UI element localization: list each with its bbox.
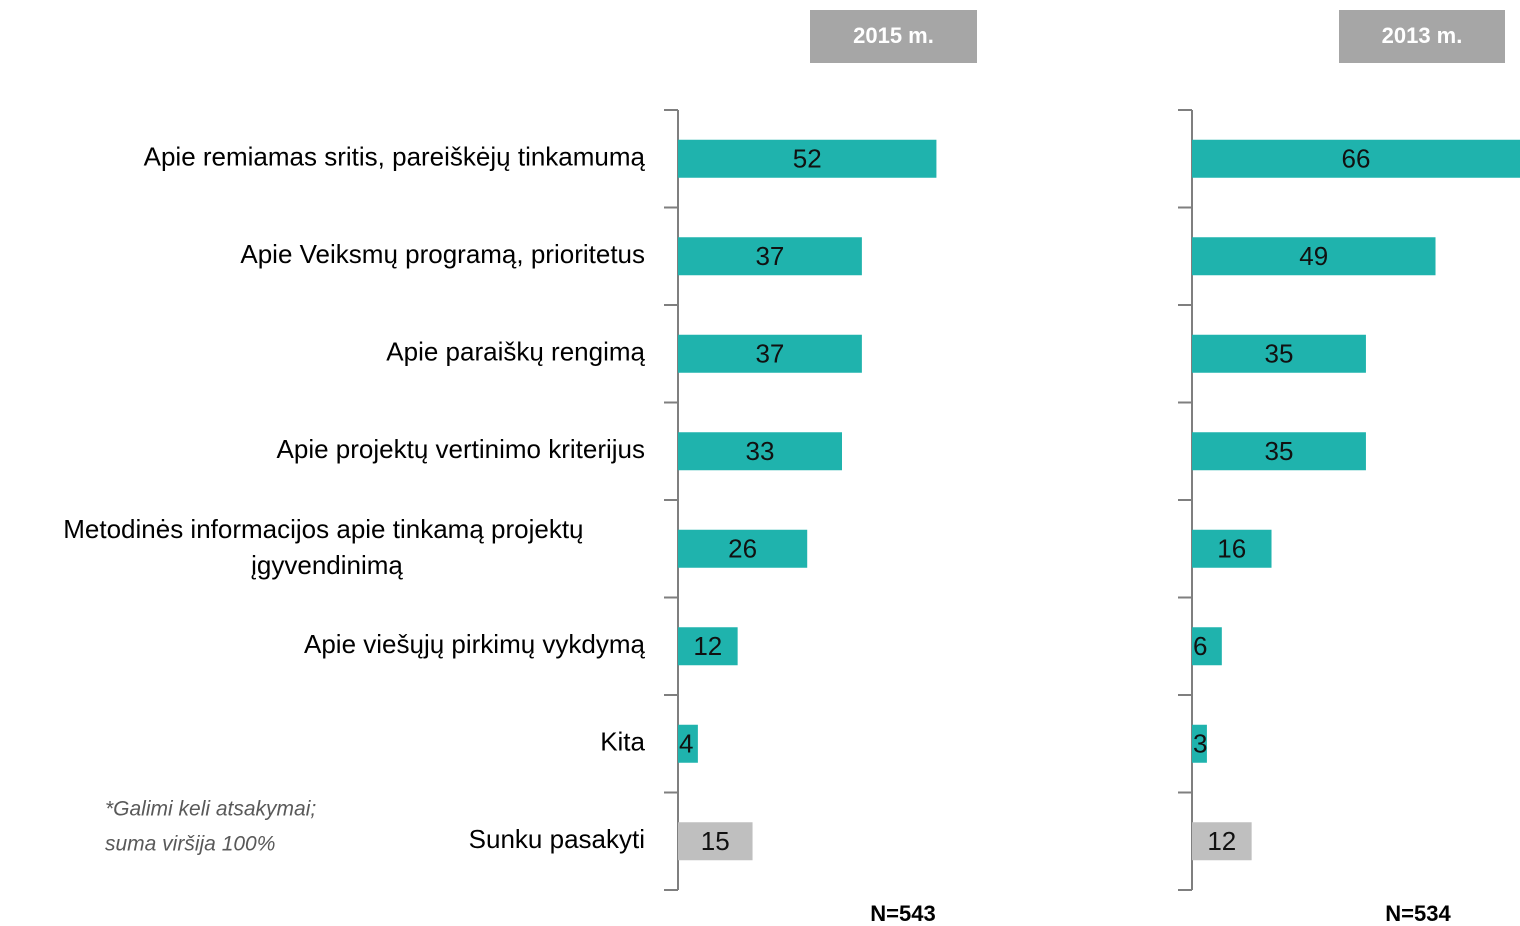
category-label: Apie Veiksmų programą, prioritetus bbox=[240, 239, 645, 269]
bar bbox=[1192, 139, 1520, 178]
category-label: Apie projektų vertinimo kriterijus bbox=[277, 434, 645, 464]
value-label: 12 bbox=[1207, 826, 1236, 856]
bar bbox=[678, 724, 698, 763]
bar bbox=[678, 334, 862, 373]
value-label: 49 bbox=[1299, 241, 1328, 271]
value-label: 4 bbox=[679, 729, 693, 759]
category-label: Sunku pasakyti bbox=[469, 824, 645, 854]
value-label: 26 bbox=[728, 534, 757, 564]
value-label: 6 bbox=[1193, 631, 1207, 661]
value-label: 33 bbox=[746, 436, 775, 466]
category-label: Apie remiamas sritis, pareiškėjų tinkamu… bbox=[144, 142, 646, 172]
bar bbox=[1192, 529, 1272, 568]
bar bbox=[678, 627, 738, 666]
bar bbox=[678, 529, 808, 568]
value-label: 37 bbox=[755, 241, 784, 271]
category-label: Metodinės informacijos apie tinkamą proj… bbox=[63, 514, 590, 580]
value-label: 37 bbox=[755, 339, 784, 369]
bar bbox=[1192, 627, 1222, 666]
value-label: 66 bbox=[1342, 144, 1371, 174]
bar bbox=[1192, 822, 1252, 861]
footnote: suma viršija 100% bbox=[105, 833, 275, 856]
value-label: 3 bbox=[1193, 729, 1207, 759]
category-label: Apie viešųjų pirkimų vykdymą bbox=[304, 629, 646, 659]
value-label: 35 bbox=[1265, 436, 1294, 466]
value-label: 12 bbox=[693, 631, 722, 661]
bar bbox=[678, 822, 753, 861]
value-label: 16 bbox=[1217, 534, 1246, 564]
sample-size: N=543 bbox=[870, 901, 935, 926]
value-label: 15 bbox=[701, 826, 730, 856]
bar bbox=[678, 237, 862, 276]
value-label: 52 bbox=[793, 144, 822, 174]
sample-size: N=534 bbox=[1385, 901, 1451, 926]
category-label: Apie paraiškų rengimą bbox=[386, 337, 645, 367]
bar bbox=[678, 139, 937, 178]
panel-title: 2015 m. bbox=[853, 23, 934, 48]
footnote: *Galimi keli atsakymai; bbox=[105, 798, 316, 821]
bar bbox=[1192, 724, 1207, 763]
category-label: Kita bbox=[600, 727, 645, 757]
bar bbox=[1192, 334, 1366, 373]
title-box bbox=[1339, 10, 1505, 63]
bar bbox=[678, 432, 842, 471]
title-box bbox=[810, 10, 977, 63]
bar bbox=[1192, 237, 1436, 276]
bar bbox=[1192, 432, 1366, 471]
value-label: 35 bbox=[1265, 339, 1294, 369]
panel-title: 2013 m. bbox=[1382, 23, 1463, 48]
